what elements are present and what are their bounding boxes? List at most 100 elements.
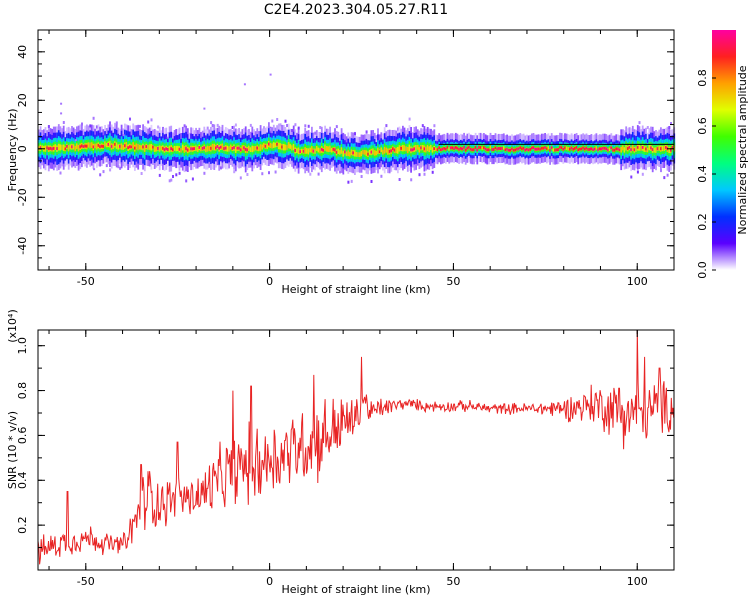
heat-peak [469,147,472,151]
heat-cell [89,142,92,149]
heat-cell [173,145,176,151]
heat-cell [623,147,626,153]
heat-cell [631,144,634,152]
heat-peak [438,146,441,150]
heat-cell [248,145,250,151]
heat-peak [367,152,369,156]
heat-peak [335,150,338,154]
heat-cell [211,143,214,151]
heat-speck [47,125,50,128]
heat-cell [160,145,163,151]
heat-peak [167,148,169,151]
heat-cell [282,143,285,151]
snr-y-tick-label: 0.2 [16,516,29,534]
heat-peak [562,147,565,151]
heat-peak [583,147,586,151]
heat-peak [170,147,173,151]
heat-peak [499,147,502,150]
heat-peak [559,145,561,149]
heat-cell [41,145,44,150]
heat-cell [109,140,111,148]
heat-cell [565,146,568,150]
heat-speck [95,125,98,129]
heat-speck [175,173,178,177]
heat-speck [117,165,120,169]
heat-cell [360,151,363,157]
heat-cell [148,144,151,150]
heat-speck [92,116,95,120]
snr-x-tick-label: 0 [266,575,273,588]
scattered-point [74,139,77,142]
heat-speck [421,124,424,128]
snr-background [38,330,674,570]
heat-speck [666,173,669,177]
heat-peak [506,147,508,151]
heat-peak [580,147,583,151]
heat-cell [76,143,78,149]
heat-cell [317,147,320,153]
heat-peak [220,145,222,149]
heat-speck [263,126,265,130]
heat-peak [107,143,110,146]
heat-cell [180,148,183,153]
heat-peak [507,148,510,152]
heat-cell [329,145,331,152]
heat-peak [605,147,608,151]
heat-peak [531,146,533,150]
heat-peak [79,145,82,149]
heat-cell [105,142,108,148]
heat-peak [522,146,525,150]
heat-peak [610,146,613,150]
heat-peak [612,148,614,152]
heat-peak [665,146,667,149]
heat-cell [168,145,171,153]
heat-speck [319,126,322,129]
heat-peak [388,150,391,153]
heat-peak [127,146,130,150]
heat-cell [350,149,353,156]
colorbar-tick-label: 0.8 [696,69,709,87]
heat-cell [147,144,149,150]
heat-cell [552,148,555,152]
heat-speck [168,179,171,183]
heat-peak [246,148,249,152]
heat-speck [249,123,252,127]
heat-cell [416,145,419,150]
heat-peak [526,147,528,151]
spectrogram-ticks: -50 0 50 100 -40 -20 0 20 40 [16,30,675,288]
heat-cell [620,146,623,153]
heat-peak [540,146,543,150]
heat-cell [661,145,664,152]
heat-speck [375,135,378,139]
heat-peak [268,142,270,146]
heat-peak [224,146,227,150]
heat-speck [297,126,300,130]
heat-peak [186,148,189,152]
heat-cell [327,146,330,153]
heat-peak [102,145,105,148]
heat-cell [421,145,424,151]
heat-peak [511,147,513,151]
heat-peak [474,146,477,149]
colorbar-tick-label: 0.0 [696,261,709,279]
heat-peak [114,142,116,146]
heat-peak [256,146,259,150]
heat-cell [87,142,90,148]
heat-peak [352,151,355,155]
heat-peak [592,148,594,152]
heat-cell [306,148,308,154]
heat-speck [234,123,237,127]
heat-peak [492,148,495,151]
heat-cell [61,144,63,150]
heat-peak [527,148,530,152]
heat-cell [266,143,269,150]
heat-cell [365,150,368,157]
heat-speck [99,173,102,177]
heat-speck [211,124,214,127]
heat-speck [304,124,307,128]
heat-speck [360,175,363,178]
heat-speck [150,118,153,122]
heat-cell [347,150,350,157]
heat-speck [191,177,194,181]
